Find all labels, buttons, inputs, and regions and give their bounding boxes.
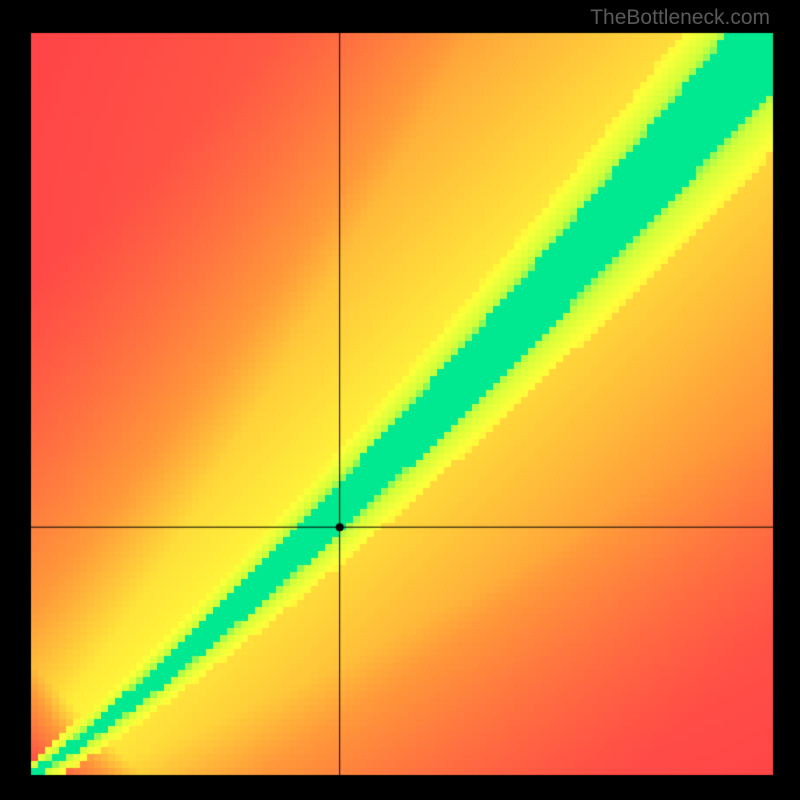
watermark-text: TheBottleneck.com <box>590 6 770 30</box>
bottleneck-heatmap <box>0 0 800 800</box>
chart-container: TheBottleneck.com <box>0 0 800 800</box>
